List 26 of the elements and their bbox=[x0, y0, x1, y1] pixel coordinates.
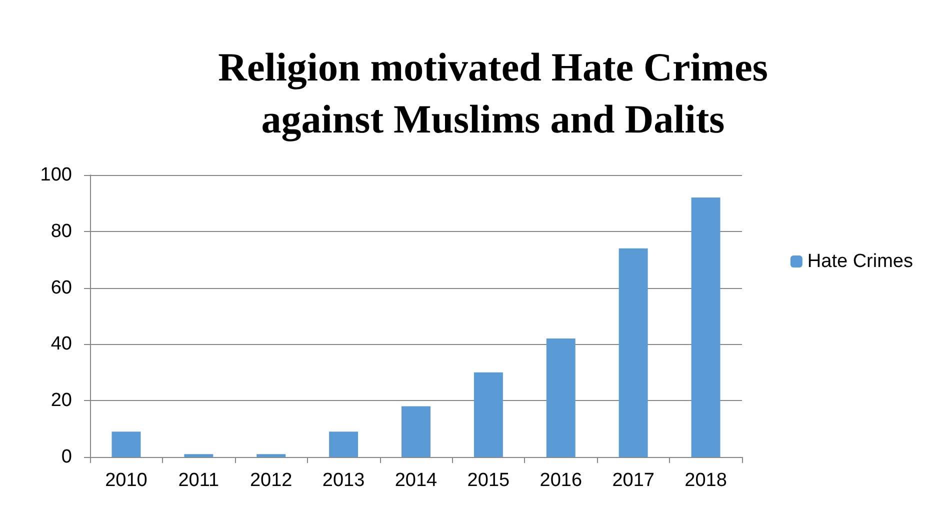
x-tick-label: 2010 bbox=[105, 470, 148, 491]
y-tick-label: 40 bbox=[50, 334, 72, 355]
x-tick-label: 2011 bbox=[178, 470, 220, 491]
y-tick-label: 100 bbox=[40, 164, 72, 186]
bar bbox=[402, 406, 430, 457]
x-tick-label: 2015 bbox=[467, 470, 510, 491]
y-tick-label: 20 bbox=[50, 390, 72, 412]
y-tick-label: 60 bbox=[50, 277, 72, 298]
x-tick-label: 2013 bbox=[322, 470, 365, 491]
bar bbox=[184, 454, 214, 457]
bar bbox=[474, 372, 503, 457]
bar bbox=[546, 338, 576, 457]
bar bbox=[256, 454, 286, 457]
x-tick-label: 2016 bbox=[540, 470, 582, 491]
bar bbox=[112, 432, 141, 457]
x-tick-label: 2018 bbox=[684, 470, 727, 491]
x-tick-label: 2017 bbox=[612, 470, 654, 491]
bar bbox=[329, 432, 358, 457]
x-tick-label: 2014 bbox=[394, 470, 438, 491]
bar bbox=[618, 248, 648, 457]
chart-title: Religion motivated Hate Crimes against Muslims and Dalits bbox=[218, 44, 768, 142]
y-tick-label: 80 bbox=[50, 220, 72, 242]
bar bbox=[691, 198, 720, 457]
legend-label: Hate Crimes bbox=[807, 251, 913, 272]
y-tick-label: 0 bbox=[61, 446, 72, 468]
x-tick-label: 2012 bbox=[250, 470, 292, 491]
